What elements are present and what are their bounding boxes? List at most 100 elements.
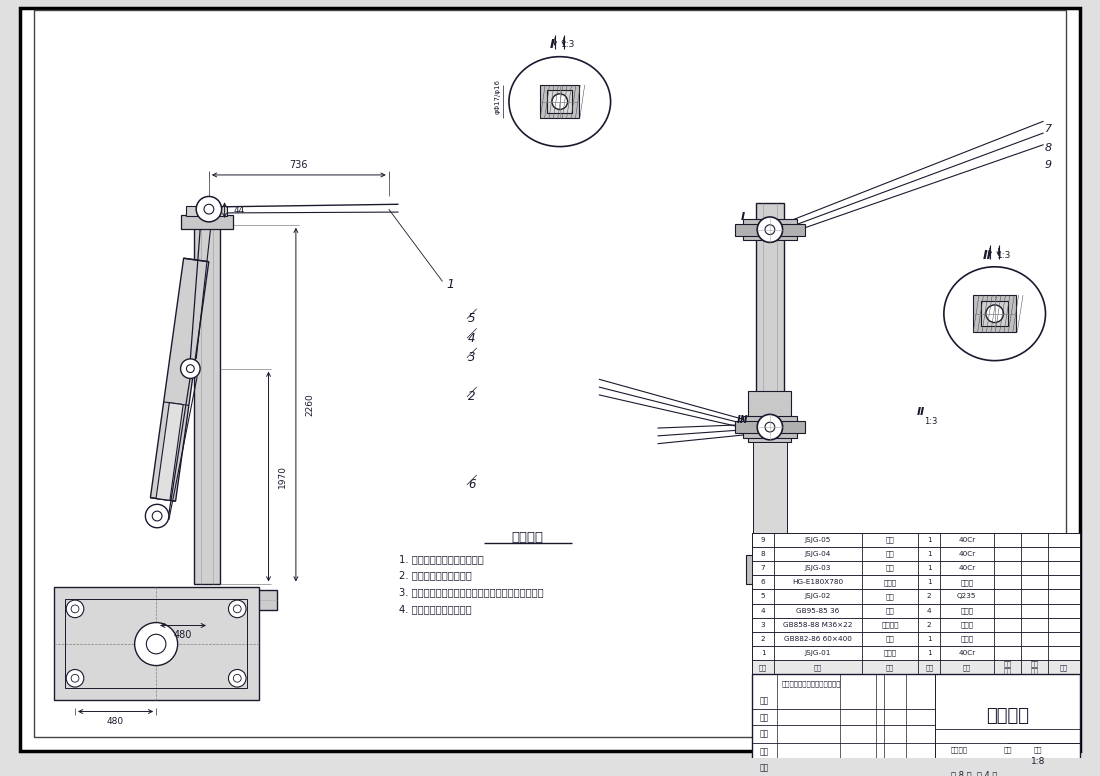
Text: 2: 2: [761, 636, 766, 642]
Bar: [752, 618, 1080, 632]
Text: 三角臂: 三角臂: [883, 650, 896, 656]
Text: 1: 1: [761, 650, 766, 656]
Text: 40Cr: 40Cr: [958, 537, 976, 542]
Text: 代号: 代号: [814, 664, 822, 670]
Text: 4: 4: [469, 331, 475, 345]
Text: 4. 表面涂上一层防锈漆。: 4. 表面涂上一层防锈漆。: [398, 604, 471, 614]
Text: 5: 5: [761, 594, 766, 599]
Bar: [540, 85, 580, 118]
Text: 4: 4: [761, 608, 766, 614]
Text: III: III: [737, 415, 748, 425]
Text: 车架: 车架: [886, 551, 894, 557]
Text: 1. 液压缸与钢轴之间隙配合；: 1. 液压缸与钢轴之间隙配合；: [398, 554, 483, 564]
Text: 480: 480: [174, 630, 191, 640]
Bar: [752, 589, 1080, 604]
Text: 销套: 销套: [886, 565, 894, 571]
Text: 1970: 1970: [277, 466, 287, 488]
Text: 8: 8: [1045, 143, 1052, 153]
Bar: [65, 599, 248, 688]
Bar: [752, 604, 1080, 618]
Text: 1:8: 1:8: [1031, 757, 1045, 766]
Text: 重量: 重量: [1004, 747, 1013, 753]
Text: 1: 1: [927, 551, 932, 557]
Bar: [742, 417, 797, 438]
Circle shape: [66, 670, 84, 687]
Text: 1:3: 1:3: [924, 417, 938, 426]
Text: 480: 480: [107, 717, 123, 726]
Bar: [754, 442, 786, 594]
Text: JSJG-03: JSJG-03: [804, 565, 830, 571]
Text: GB882-86 60×400: GB882-86 60×400: [784, 636, 851, 642]
Circle shape: [552, 94, 568, 109]
Text: II: II: [917, 407, 925, 417]
Text: 合计
重量: 合计 重量: [1031, 660, 1038, 674]
Text: 40Cr: 40Cr: [958, 551, 976, 557]
Text: 2260: 2260: [305, 393, 315, 416]
Text: 共 8 张  第 4 张: 共 8 张 第 4 张: [952, 771, 998, 776]
Text: 6: 6: [761, 579, 766, 585]
Circle shape: [229, 600, 246, 618]
Text: 40Cr: 40Cr: [958, 650, 976, 656]
Ellipse shape: [944, 267, 1045, 361]
Bar: [752, 632, 1080, 646]
Text: I: I: [550, 39, 554, 51]
Text: 举升机构: 举升机构: [986, 707, 1028, 725]
Text: φΦ17/φ16: φΦ17/φ16: [494, 79, 501, 114]
Circle shape: [66, 600, 84, 618]
Text: 1: 1: [927, 650, 932, 656]
Bar: [752, 561, 1080, 575]
Text: 736: 736: [289, 160, 308, 170]
Text: 1: 1: [447, 278, 454, 291]
Text: 3: 3: [469, 352, 475, 364]
Text: 单位: 单位: [759, 747, 769, 756]
Text: JSJG-05: JSJG-05: [804, 537, 830, 542]
Circle shape: [229, 670, 246, 687]
Text: 标准件: 标准件: [960, 608, 974, 614]
Bar: [756, 203, 783, 594]
Text: 1:3: 1:3: [998, 251, 1012, 260]
Text: 描图: 描图: [759, 729, 769, 739]
Circle shape: [180, 359, 200, 379]
Text: 3. 拉杆与三角臂之间由套筒相接，并保证能够运动；: 3. 拉杆与三角臂之间由套筒相接，并保证能够运动；: [398, 587, 543, 598]
Text: 数量: 数量: [925, 664, 933, 670]
Bar: [752, 563, 788, 577]
Bar: [180, 215, 233, 229]
Bar: [752, 646, 1080, 660]
Text: 材料: 材料: [962, 664, 971, 670]
Text: 单件
重量: 单件 重量: [1003, 660, 1011, 674]
Text: JSJG-04: JSJG-04: [804, 551, 830, 557]
Text: 标准件: 标准件: [960, 636, 974, 643]
Bar: [547, 90, 572, 113]
Text: 1: 1: [927, 579, 932, 585]
Text: Q235: Q235: [957, 594, 977, 599]
Bar: [752, 532, 1080, 547]
Text: JSJG-01: JSJG-01: [804, 650, 830, 656]
Circle shape: [204, 204, 213, 214]
Bar: [735, 223, 805, 236]
Text: 2. 拉杆与销之间隙配合；: 2. 拉杆与销之间隙配合；: [398, 570, 471, 580]
Circle shape: [757, 217, 782, 242]
Text: 6: 6: [469, 478, 475, 491]
Text: HG-E180X780: HG-E180X780: [792, 579, 844, 585]
Text: 标准件: 标准件: [960, 622, 974, 628]
Text: 审查标记: 审查标记: [952, 747, 968, 753]
Text: I: I: [740, 212, 745, 222]
Text: 技术要求: 技术要求: [512, 531, 543, 544]
Text: 40Cr: 40Cr: [958, 565, 976, 571]
Text: 8: 8: [761, 551, 766, 557]
Text: 比例: 比例: [1033, 747, 1042, 753]
Text: 2: 2: [927, 622, 932, 628]
Text: 套管: 套管: [886, 536, 894, 543]
Text: 1: 1: [927, 565, 932, 571]
Text: 5: 5: [469, 312, 475, 325]
Text: 序号: 序号: [759, 664, 767, 670]
Circle shape: [145, 504, 168, 528]
Bar: [752, 660, 1080, 674]
Ellipse shape: [509, 57, 610, 147]
Text: 4: 4: [927, 608, 932, 614]
Circle shape: [72, 605, 79, 613]
Text: 重庆大学机械系毕业生，日，月: 重庆大学机械系毕业生，日，月: [781, 681, 840, 688]
Polygon shape: [151, 258, 209, 501]
Bar: [974, 295, 1016, 332]
Bar: [742, 219, 797, 241]
